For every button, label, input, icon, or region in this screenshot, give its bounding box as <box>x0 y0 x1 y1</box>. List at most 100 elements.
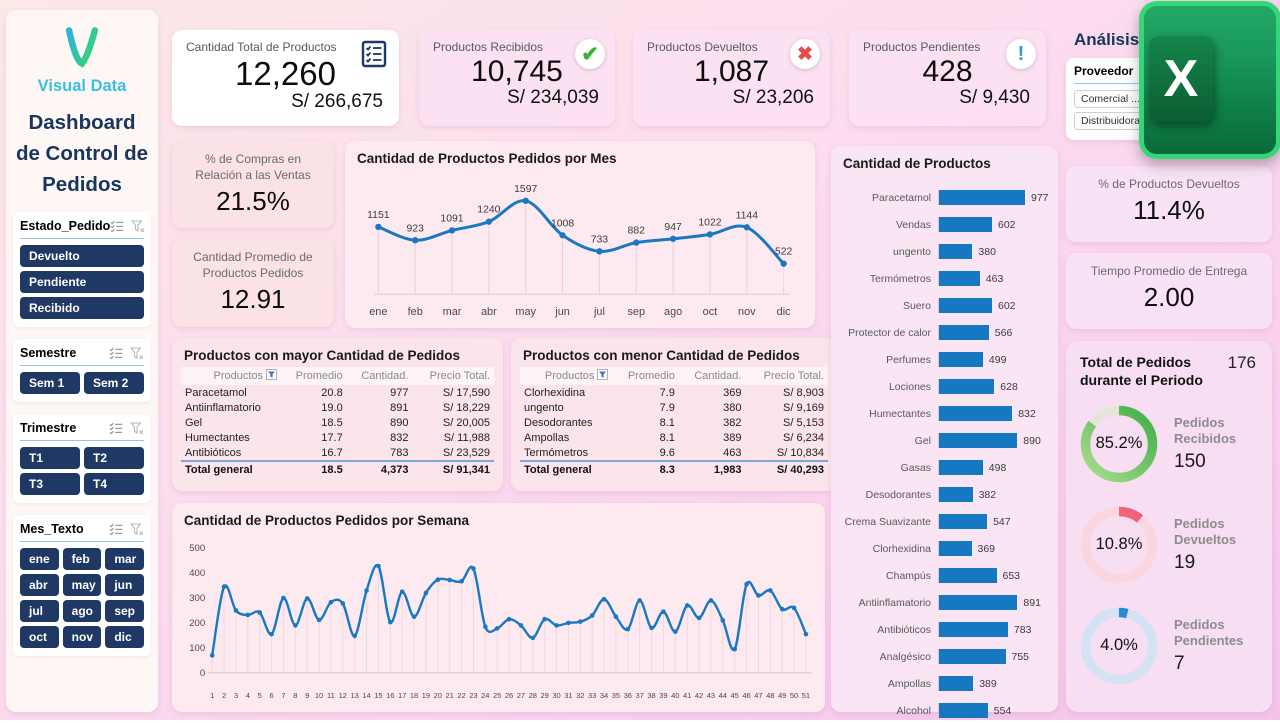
svg-text:nov: nov <box>738 306 756 318</box>
svg-text:51: 51 <box>802 691 810 700</box>
slicer-label: Semestre <box>20 346 77 361</box>
checklist-icon <box>359 39 389 69</box>
table-title: Productos con menor Cantidad de Pedidos <box>523 348 800 363</box>
svg-text:31: 31 <box>564 691 572 700</box>
svg-text:29: 29 <box>540 691 548 700</box>
total-pedidos-panel: Total de Pedidos durante el Periodo 176 … <box>1066 341 1272 712</box>
bar <box>939 406 1013 421</box>
svg-text:49: 49 <box>778 691 786 700</box>
check-icon: ✔ <box>575 39 605 69</box>
kpi-productos-pendientes: Productos Pendientes ! 428 S/ 9,430 <box>849 30 1046 126</box>
svg-text:18: 18 <box>410 691 418 700</box>
svg-text:6: 6 <box>269 691 273 700</box>
bar-row-vendas: Vendas 602 <box>839 211 1050 238</box>
column-filter-icon[interactable] <box>266 369 278 383</box>
kpi-amount: S/ 266,675 <box>291 91 383 112</box>
svg-text:ene: ene <box>369 306 387 318</box>
multiselect-icon[interactable] <box>109 347 123 360</box>
column-filter-icon[interactable] <box>597 369 609 383</box>
donut-percent: 10.8% <box>1095 535 1143 554</box>
pedidos-total-value: 176 <box>1227 353 1256 372</box>
weekly-line-chart: 0 100 200 300 400 500 1 2 3 4 5 6 7 8 9 10 11 12 13 14 15 16 1… <box>182 533 815 706</box>
clear-filter-icon[interactable] <box>130 523 144 536</box>
svg-text:may: may <box>515 306 536 318</box>
svg-text:27: 27 <box>517 691 525 700</box>
slicer-option-t1[interactable]: T1 <box>20 447 80 470</box>
bar <box>939 595 1018 610</box>
svg-text:15: 15 <box>374 691 382 700</box>
bar-row-champ-s: Champús 653 <box>839 562 1050 589</box>
slicer-option-recibido[interactable]: Recibido <box>20 297 144 320</box>
svg-text:33: 33 <box>588 691 596 700</box>
slicer-option-devuelto[interactable]: Devuelto <box>20 245 144 268</box>
slicer-option-feb[interactable]: feb <box>62 548 102 571</box>
slicer-option-abr[interactable]: abr <box>20 574 59 597</box>
bar-row-antiinflamatorio: Antiinflamatorio 891 <box>839 589 1050 616</box>
slicer-option-jul[interactable]: jul <box>20 600 59 623</box>
svg-text:1008: 1008 <box>551 218 574 229</box>
svg-text:ago: ago <box>664 306 682 318</box>
svg-text:16: 16 <box>386 691 394 700</box>
svg-text:36: 36 <box>624 691 632 700</box>
svg-text:0: 0 <box>200 668 205 679</box>
slicer-option-ene[interactable]: ene <box>20 548 59 571</box>
svg-text:1597: 1597 <box>514 184 537 195</box>
slicer-option-ago[interactable]: ago <box>62 600 102 623</box>
kpi-title: Productos Devueltos <box>647 40 758 54</box>
slicer-option-oct[interactable]: oct <box>20 626 59 649</box>
svg-text:2: 2 <box>222 691 226 700</box>
multiselect-icon[interactable] <box>110 220 124 233</box>
clear-filter-icon[interactable] <box>131 220 145 233</box>
stat-cantidad-promedio: Cantidad Promedio de Productos Pedidos 1… <box>172 239 334 327</box>
bar <box>939 244 973 259</box>
bar <box>939 460 983 475</box>
donut-percent: 4.0% <box>1100 636 1138 655</box>
svg-text:17: 17 <box>398 691 406 700</box>
excel-x-icon: X <box>1149 36 1213 122</box>
bar <box>939 703 988 718</box>
slicer-option-t4[interactable]: T4 <box>84 473 144 496</box>
bar <box>939 325 989 340</box>
slicer-option-dic[interactable]: dic <box>105 626 144 649</box>
svg-text:mar: mar <box>443 306 462 318</box>
kpi-value: 1,087 <box>693 55 770 88</box>
slicer-option-sem-1[interactable]: Sem 1 <box>20 372 80 395</box>
svg-text:7: 7 <box>281 691 285 700</box>
table-bottom-products-card: Productos con menor Cantidad de Pedidos … <box>511 338 837 491</box>
svg-text:923: 923 <box>406 223 424 234</box>
bar <box>939 352 983 367</box>
svg-text:38: 38 <box>647 691 655 700</box>
slicer-option-sem-2[interactable]: Sem 2 <box>84 372 144 395</box>
table-row: Antiinflamatorio 19.0 891 S/ 18,229 <box>185 401 490 414</box>
kpi-amount: S/ 23,206 <box>732 87 814 108</box>
slicer-option-may[interactable]: may <box>62 574 102 597</box>
table-row: Gel 18.5 890 S/ 20,005 <box>185 416 490 429</box>
bar-row-lociones: Lociones 628 <box>839 373 1050 400</box>
slicer-option-pendiente[interactable]: Pendiente <box>20 271 144 294</box>
bar <box>939 298 992 313</box>
slicer-option-jun[interactable]: jun <box>105 574 144 597</box>
table-row: ungento 7.9 380 S/ 9,169 <box>524 401 824 414</box>
svg-text:37: 37 <box>635 691 643 700</box>
svg-text:42: 42 <box>695 691 703 700</box>
monthly-orders-chart-card: Cantidad de Productos Pedidos por Mes 11… <box>345 141 815 328</box>
multiselect-icon[interactable] <box>109 422 123 435</box>
slicer-option-t3[interactable]: T3 <box>20 473 80 496</box>
slicer-option-sep[interactable]: sep <box>105 600 144 623</box>
product-quantity-bar-chart-card: Cantidad de Productos Paracetamol 977 Vend… <box>831 146 1058 718</box>
svg-text:40: 40 <box>671 691 679 700</box>
bar <box>939 271 980 286</box>
multiselect-icon[interactable] <box>109 523 123 536</box>
product-bar-chart: Paracetamol 977 Vendas 602 ungento 380 Termóme… <box>839 184 1050 718</box>
svg-text:10: 10 <box>315 691 323 700</box>
clear-filter-icon[interactable] <box>130 422 144 435</box>
slicer-option-nov[interactable]: nov <box>62 626 102 649</box>
kpi-amount: S/ 9,430 <box>959 87 1030 108</box>
slicer-option-mar[interactable]: mar <box>105 548 144 571</box>
slicer-option-t2[interactable]: T2 <box>84 447 144 470</box>
svg-text:oct: oct <box>703 306 718 318</box>
x-icon: ✖ <box>790 39 820 69</box>
clear-filter-icon[interactable] <box>130 347 144 360</box>
svg-text:23: 23 <box>469 691 477 700</box>
kpi-productos-devueltos: Productos Devueltos ✖ 1,087 S/ 23,206 <box>633 30 830 126</box>
